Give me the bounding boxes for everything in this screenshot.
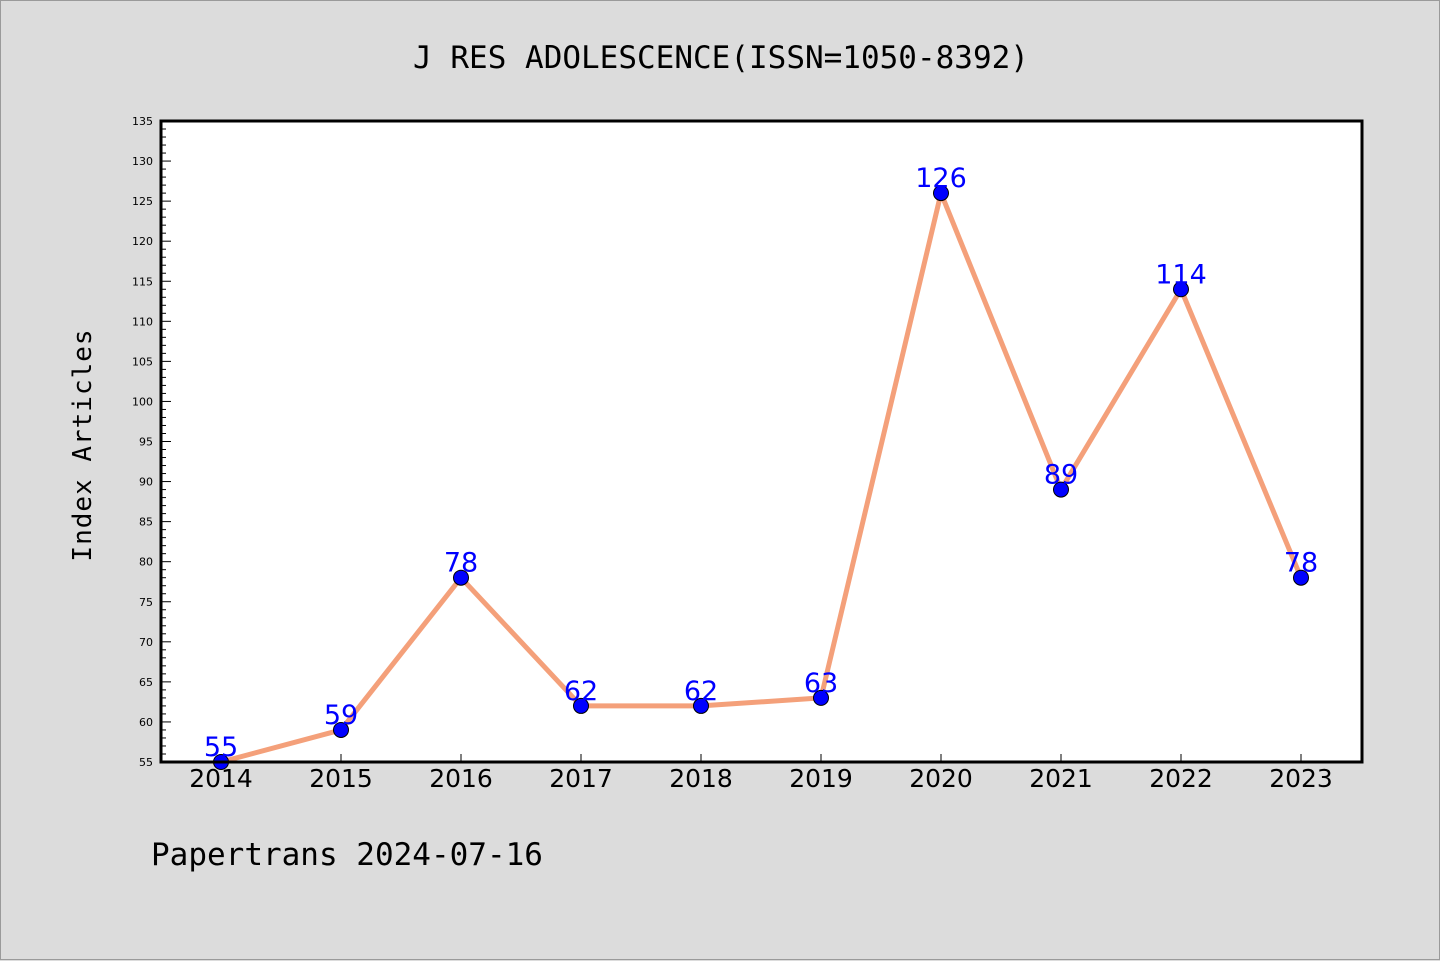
y-tick-label: 110 — [132, 315, 153, 328]
data-value-label: 55 — [204, 732, 238, 763]
x-tick-label: 2023 — [1269, 764, 1333, 793]
y-tick-label: 55 — [139, 756, 153, 769]
y-tick-label: 125 — [132, 195, 153, 208]
y-tick-label: 135 — [132, 115, 153, 128]
y-tick-label: 85 — [139, 516, 153, 529]
y-tick-label: 75 — [139, 596, 153, 609]
y-axis-ticks: 55 60 65 70 75 80 85 90 95 100 105 110 115 120 125 130 1… — [132, 115, 171, 769]
y-tick-label: 70 — [139, 636, 153, 649]
data-point-marker — [693, 697, 709, 714]
data-value-label: 78 — [1284, 548, 1318, 579]
data-point-marker — [933, 185, 949, 202]
data-point-marker — [333, 721, 349, 738]
y-tick-label: 90 — [139, 476, 153, 489]
x-tick-label: 2021 — [1029, 764, 1093, 793]
y-tick-label: 105 — [132, 355, 153, 368]
y-tick-label: 95 — [139, 436, 153, 449]
footer-credit: Papertrans 2024-07-16 — [151, 837, 543, 873]
x-axis-ticks: 2014 2015 2016 2017 2018 2019 2020 2021 2022 2023 — [189, 754, 1333, 793]
y-tick-label: 100 — [132, 395, 153, 408]
y-tick-label: 120 — [132, 235, 153, 248]
data-value-label: 114 — [1155, 259, 1207, 290]
data-value-label: 89 — [1044, 460, 1078, 491]
y-tick-label: 115 — [132, 275, 153, 288]
y-tick-label: 60 — [139, 716, 153, 729]
data-point-marker — [813, 689, 829, 706]
y-tick-label: 80 — [139, 556, 153, 569]
data-value-label: 59 — [324, 700, 358, 731]
data-value-label: 78 — [444, 548, 478, 579]
series-layer — [218, 190, 1304, 765]
marker-layer — [213, 185, 1309, 770]
data-value-label: 126 — [915, 163, 967, 194]
data-value-label: 63 — [804, 668, 838, 699]
data-value-label: 62 — [564, 676, 598, 707]
x-tick-label: 2016 — [429, 764, 493, 793]
y-axis-label: Index Articles — [68, 328, 98, 561]
x-tick-label: 2020 — [909, 764, 973, 793]
x-tick-label: 2019 — [789, 764, 853, 793]
data-label-layer: 55 59 78 62 62 63 126 89 114 78 — [204, 163, 1318, 763]
series-line — [218, 190, 1304, 765]
chart-title: J RES ADOLESCENCE(ISSN=1050-8392) — [413, 40, 1029, 76]
x-tick-label: 2017 — [549, 764, 613, 793]
plot-border — [159, 119, 1364, 764]
data-point-marker — [453, 569, 469, 586]
data-point-marker — [1053, 481, 1069, 498]
y-tick-label: 65 — [139, 676, 153, 689]
x-tick-label: 2015 — [309, 764, 373, 793]
x-tick-label: 2018 — [669, 764, 733, 793]
data-point-marker — [573, 697, 589, 714]
y-tick-label: 130 — [132, 155, 153, 168]
data-value-label: 62 — [684, 676, 718, 707]
data-point-marker — [1293, 569, 1309, 586]
x-tick-label: 2022 — [1149, 764, 1213, 793]
data-point-marker — [1173, 281, 1189, 298]
plot-area — [161, 121, 1362, 762]
